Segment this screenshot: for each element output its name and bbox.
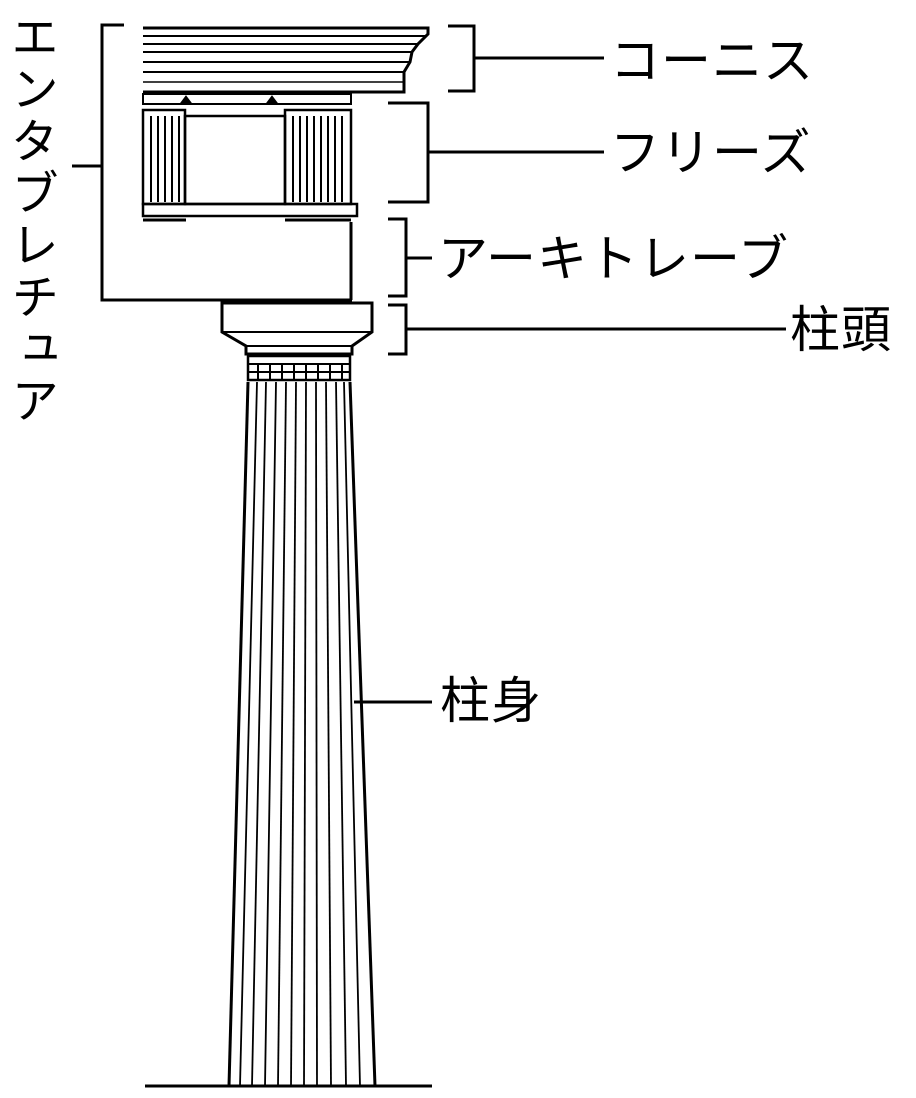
architrave-label: アーキトレーブ: [438, 230, 789, 288]
capital-label: 柱頭: [790, 301, 892, 359]
entablature-label: エンタブレチュア: [2, 12, 58, 428]
frieze-label: フリーズ: [610, 124, 812, 182]
frieze: [141, 93, 359, 222]
entablature-bracket: [72, 23, 352, 302]
capital: [220, 301, 374, 382]
cornice-bracket: [448, 24, 604, 93]
shaft-label: 柱身: [440, 672, 542, 730]
shaft: [227, 381, 377, 1087]
frieze-bracket: [388, 101, 604, 204]
architrave-bracket: [388, 217, 432, 298]
capital-bracket: [388, 303, 786, 356]
cornice-label: コーニス: [610, 32, 814, 90]
cornice: [143, 26, 430, 94]
